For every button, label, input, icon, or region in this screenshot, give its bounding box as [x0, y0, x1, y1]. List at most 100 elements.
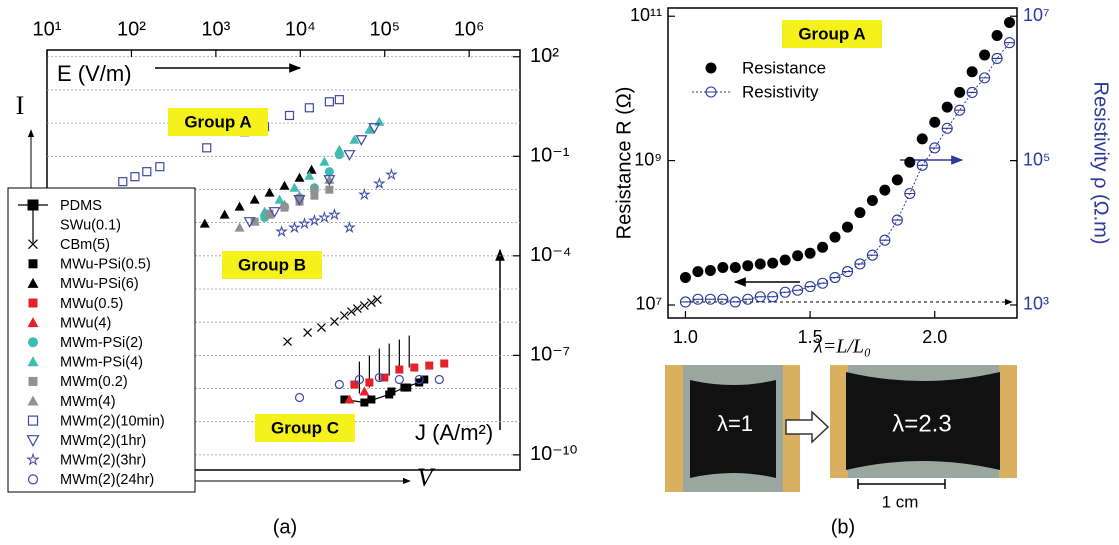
- legend-marker: [705, 62, 717, 74]
- group-label: Group C: [271, 418, 339, 437]
- data-point: [991, 30, 1003, 42]
- photo-arrow: [785, 410, 830, 444]
- legend-label: PDMS: [60, 198, 102, 214]
- legend-marker: [26, 452, 40, 466]
- x-tick-label: 10¹: [33, 18, 62, 40]
- data-point: [372, 176, 386, 190]
- x-axis-label: λ=L/L₀: [813, 336, 871, 358]
- data-point: [420, 375, 429, 384]
- data-point: [288, 220, 301, 234]
- data-point: [330, 317, 339, 327]
- y-axis-label: Resistance R (Ω): [613, 87, 635, 240]
- legend-label: MWm(2)(10min): [60, 413, 165, 429]
- data-point: [891, 174, 903, 186]
- data-point: [742, 293, 754, 305]
- data-point: [742, 260, 754, 272]
- group-label: Group A: [184, 112, 251, 131]
- data-point: [264, 209, 275, 219]
- legend-marker: [26, 435, 40, 447]
- legend-marker: [27, 474, 39, 485]
- data-point: [334, 144, 345, 154]
- data-point: [941, 122, 953, 134]
- data-point: [283, 337, 292, 346]
- legend-label: Resistance: [742, 58, 826, 77]
- axis-letter: I: [16, 91, 25, 120]
- group-label-box: [782, 20, 882, 48]
- data-point: [829, 272, 841, 284]
- data-point: [829, 231, 841, 243]
- legend-marker: [705, 86, 717, 98]
- data-point: [1004, 16, 1016, 28]
- legend-label: MWm(2)(1hr): [60, 433, 146, 449]
- data-point: [372, 295, 382, 304]
- data-point: [306, 164, 317, 174]
- data-point: [767, 257, 779, 269]
- data-point: [310, 191, 319, 200]
- data-point: [1003, 37, 1016, 49]
- image-label: λ=1: [717, 411, 753, 436]
- data-point: [380, 373, 389, 382]
- data-point: [324, 97, 334, 107]
- legend-label: MWu(0.5): [60, 296, 123, 312]
- data-point: [384, 167, 398, 181]
- x-tick-label: 10⁴: [285, 18, 316, 40]
- data-point: [365, 378, 374, 387]
- x-tick-label: 10⁵: [369, 18, 400, 40]
- data-point: [243, 217, 256, 228]
- data-point: [440, 359, 449, 368]
- image-label: 1 cm: [882, 492, 919, 511]
- y-tick-label: 10⁻⁷: [530, 344, 570, 366]
- image-label: λ=2.3: [892, 410, 951, 437]
- data-point: [275, 224, 288, 238]
- legend-marker: [27, 317, 39, 328]
- data-point: [355, 135, 368, 146]
- legend-marker: [28, 376, 38, 386]
- group-label-box: [255, 414, 355, 442]
- data-point: [219, 209, 230, 219]
- data-point: [717, 262, 729, 274]
- data-point: [729, 262, 741, 274]
- data-point: [249, 216, 260, 226]
- data-point: [374, 372, 384, 383]
- data-point: [324, 167, 334, 177]
- data-point: [234, 201, 245, 211]
- data-point: [804, 281, 816, 293]
- data-point: [350, 380, 359, 389]
- data-point: [325, 185, 334, 194]
- legend-label: Resistivity: [742, 82, 819, 101]
- legend-marker: [28, 337, 38, 348]
- group-label-box: [222, 251, 322, 279]
- caption: (a): [273, 516, 297, 538]
- data-point: [357, 187, 371, 201]
- data-point: [303, 328, 313, 337]
- x-tick-label: 2.0: [922, 327, 947, 347]
- data-point: [344, 394, 355, 404]
- data-point: [904, 156, 916, 168]
- data-point: [323, 175, 336, 186]
- data-point: [966, 66, 978, 78]
- data-point: [304, 103, 314, 113]
- data-point: [410, 363, 419, 372]
- data-point: [817, 277, 829, 289]
- legend-label: MWm(2)(24hr): [60, 472, 154, 488]
- data-point: [340, 395, 349, 404]
- data-point: [692, 293, 704, 305]
- caption: (b): [831, 516, 855, 538]
- x-tick-label: 10²: [117, 18, 146, 40]
- data-point: [328, 207, 341, 221]
- data-point: [792, 284, 804, 296]
- data-point: [118, 177, 128, 187]
- data-point: [866, 249, 878, 261]
- legend-label: MWm-PSi(2): [60, 335, 143, 351]
- legend-marker: [27, 356, 39, 367]
- data-point: [360, 398, 369, 407]
- data-point: [308, 213, 321, 227]
- data-point: [279, 199, 290, 209]
- data-point: [249, 194, 260, 204]
- y2-tick-label: 10³: [1023, 294, 1049, 314]
- data-point: [854, 207, 866, 219]
- legend-label: MWm(2)(3hr): [60, 453, 146, 469]
- group-label: Group B: [238, 255, 306, 274]
- y-tick-label: 10⁻¹: [530, 145, 570, 167]
